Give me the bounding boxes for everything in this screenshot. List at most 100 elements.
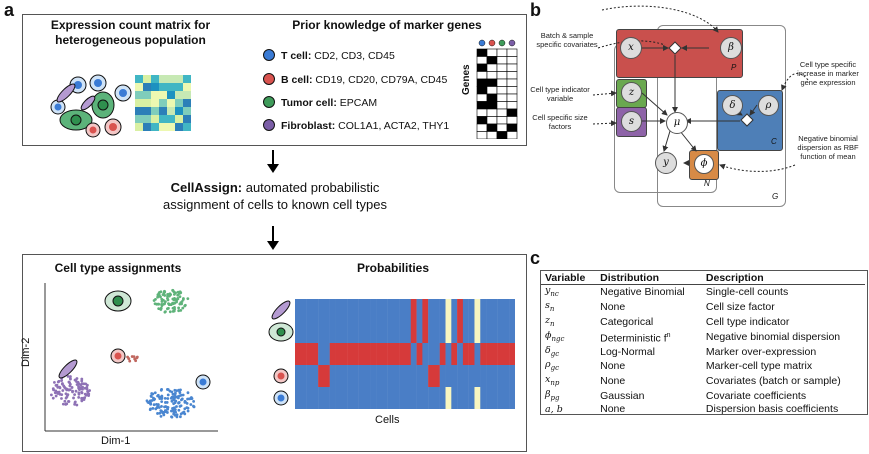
variable-table-box: Variable Distribution Description ync Negat… bbox=[540, 270, 868, 415]
matrix-cell bbox=[476, 86, 488, 95]
marker-genes: CD2, CD3, CD45 bbox=[311, 50, 395, 62]
probability-cell bbox=[341, 321, 348, 343]
tcell-point bbox=[156, 412, 159, 415]
count-cell bbox=[151, 107, 159, 115]
tcell-point bbox=[172, 398, 175, 402]
probability-cell bbox=[503, 365, 510, 387]
fibroblast-point bbox=[77, 395, 81, 399]
probability-cell bbox=[329, 321, 336, 343]
count-cell bbox=[151, 99, 159, 107]
count-cell bbox=[135, 99, 143, 107]
probability-cell bbox=[393, 365, 400, 387]
count-cell bbox=[135, 107, 143, 115]
probability-cell bbox=[393, 299, 400, 321]
cell-type-icon bbox=[263, 73, 275, 85]
variable-distribution: None bbox=[600, 403, 626, 416]
probability-cell bbox=[405, 387, 411, 409]
fibroblast-point bbox=[71, 390, 74, 394]
variable-symbol: ync bbox=[545, 285, 559, 298]
probability-cell bbox=[341, 343, 348, 365]
probability-cell bbox=[318, 343, 325, 365]
probability-cell bbox=[451, 343, 458, 365]
table-row: zn Categorical Cell type indicator bbox=[541, 315, 865, 330]
probability-cell bbox=[451, 321, 458, 343]
probability-cell bbox=[399, 299, 406, 321]
probability-cell bbox=[457, 321, 464, 343]
probability-cell bbox=[462, 321, 469, 343]
count-cell bbox=[175, 83, 183, 91]
matrix-cell bbox=[486, 48, 498, 57]
tcell-point bbox=[160, 400, 164, 404]
tumor-point bbox=[177, 306, 181, 310]
probability-cell bbox=[347, 321, 354, 343]
fibroblast-point bbox=[77, 385, 80, 388]
fibroblast-point bbox=[85, 383, 89, 387]
tcell-point bbox=[148, 402, 152, 405]
variable-description: Covariates (batch or sample) bbox=[705, 375, 841, 388]
tcell-point bbox=[165, 405, 169, 409]
probability-cell bbox=[509, 299, 515, 321]
probability-cell bbox=[376, 365, 383, 387]
count-cell bbox=[183, 115, 191, 123]
count-cell bbox=[183, 83, 191, 91]
marker-row: B cell: CD19, CD20, CD79A, CD45 bbox=[263, 73, 447, 86]
fibroblast-point bbox=[73, 400, 77, 404]
probabilities-title: Probabilities bbox=[356, 261, 430, 275]
fibroblast-row-icon bbox=[271, 300, 291, 320]
probability-cell bbox=[335, 387, 342, 409]
fibroblast-point bbox=[72, 396, 75, 400]
matrix-cell bbox=[496, 86, 508, 95]
output-box: Cell type assignments Probabilities Dim-… bbox=[20, 254, 527, 452]
count-cell bbox=[151, 91, 159, 99]
count-cell bbox=[183, 91, 191, 99]
matrix-cell bbox=[476, 101, 488, 110]
tcell-point bbox=[186, 409, 190, 413]
probability-cell bbox=[509, 365, 515, 387]
probability-cell bbox=[474, 343, 481, 365]
matrix-header-icon bbox=[508, 39, 516, 47]
fibroblast-point bbox=[80, 396, 84, 400]
probability-cell bbox=[405, 343, 411, 365]
marker-cell-type: Fibroblast: bbox=[281, 120, 336, 132]
deterministic-diamonds bbox=[668, 41, 754, 127]
matrix-cell bbox=[476, 56, 488, 65]
tumor-point bbox=[154, 297, 157, 301]
probability-cell bbox=[323, 343, 330, 365]
probability-cell bbox=[428, 387, 435, 409]
probability-cell bbox=[433, 387, 440, 409]
probability-cell bbox=[393, 387, 400, 409]
probability-cell bbox=[335, 343, 342, 365]
tumor-point bbox=[163, 300, 167, 304]
variable-table: Variable Distribution Description ync Negat… bbox=[541, 272, 865, 415]
probability-cell bbox=[358, 365, 365, 387]
probability-cell bbox=[312, 321, 319, 343]
tcell-point bbox=[156, 405, 160, 409]
panel-a-label: a bbox=[4, 0, 15, 20]
matrix-cell bbox=[496, 56, 508, 65]
bcell-point bbox=[128, 359, 132, 363]
probability-cell bbox=[364, 299, 371, 321]
fibroblast-point bbox=[80, 377, 84, 381]
variable-description: Marker-cell type matrix bbox=[705, 360, 813, 373]
probability-cell bbox=[433, 343, 440, 365]
table-row: xnp None Covariates (batch or sample) bbox=[541, 374, 865, 389]
count-cell bbox=[143, 75, 151, 83]
probability-cell bbox=[370, 365, 377, 387]
probability-cell bbox=[422, 321, 429, 343]
probability-cell bbox=[352, 365, 359, 387]
probability-cell bbox=[323, 365, 330, 387]
panel-c-label: c bbox=[530, 248, 541, 268]
fibroblast-point bbox=[60, 393, 64, 396]
tcell-point bbox=[169, 396, 173, 400]
x-node: x bbox=[620, 37, 642, 59]
tcell-point bbox=[185, 401, 189, 405]
variable-distribution: None bbox=[600, 300, 626, 313]
matrix-cell bbox=[486, 63, 498, 72]
fibroblast-point bbox=[73, 402, 77, 406]
probability-cell bbox=[306, 387, 313, 409]
tumor-point bbox=[167, 306, 170, 310]
matrix-cell bbox=[486, 116, 498, 125]
probability-cell bbox=[445, 343, 452, 365]
probability-cell bbox=[358, 387, 365, 409]
count-cell bbox=[143, 91, 151, 99]
